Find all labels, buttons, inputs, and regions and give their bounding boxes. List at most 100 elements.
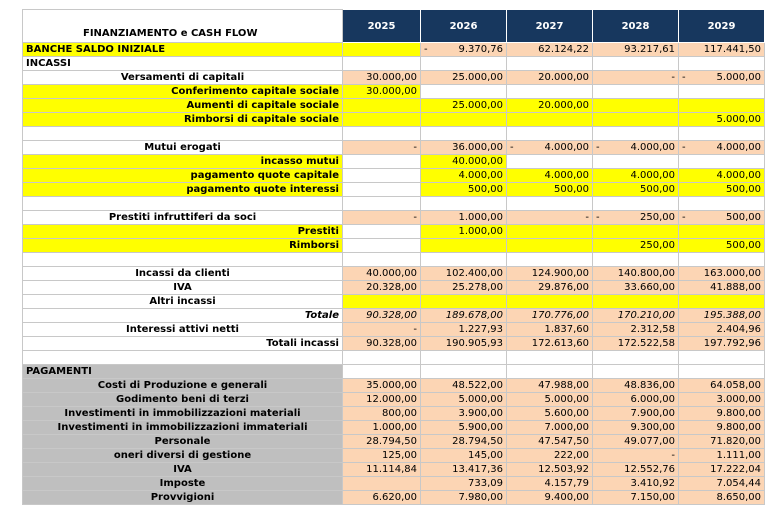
row-label-cell[interactable]: pagamento quote interessi (22, 182, 343, 197)
value-cell-2026[interactable]: 1.227,93 (420, 322, 507, 337)
row-label-cell[interactable]: Rimborsi (22, 238, 343, 253)
row-label-cell[interactable]: Rimborsi di capitale sociale (22, 112, 343, 127)
value-cell-2029[interactable] (678, 154, 765, 169)
value-cell-2026[interactable]: 48.522,00 (420, 378, 507, 393)
value-cell-2028[interactable] (592, 112, 679, 127)
row-label-cell[interactable]: PAGAMENTI (22, 364, 343, 379)
value-cell-2029[interactable]: 117.441,50 (678, 42, 765, 57)
value-cell-2026[interactable]: 189.678,00 (420, 308, 507, 323)
value-cell-2026[interactable]: 4.000,00 (420, 168, 507, 183)
value-cell-2025[interactable] (342, 238, 421, 253)
value-cell-2028[interactable]: - 4.000,00 (592, 140, 679, 155)
value-cell-2029[interactable]: 41.888,00 (678, 280, 765, 295)
value-cell-2029[interactable]: 9.800,00 (678, 406, 765, 421)
value-cell-2028[interactable]: 3.410,92 (592, 476, 679, 491)
value-cell-2028[interactable] (592, 350, 679, 365)
value-cell-2029[interactable]: 7.054,44 (678, 476, 765, 491)
value-cell-2027[interactable]: 47.988,00 (506, 378, 593, 393)
value-cell-2029[interactable] (678, 350, 765, 365)
row-label-cell[interactable]: pagamento quote capitale (22, 168, 343, 183)
value-cell-2025[interactable]: 30.000,00 (342, 84, 421, 99)
row-label-cell[interactable]: Provvigioni (22, 490, 343, 505)
value-cell-2025[interactable] (342, 98, 421, 113)
value-cell-2026[interactable]: 190.905,93 (420, 336, 507, 351)
value-cell-2027[interactable] (506, 84, 593, 99)
value-cell-2027[interactable]: 172.613,60 (506, 336, 593, 351)
value-cell-2025[interactable]: - (342, 210, 421, 225)
value-cell-2028[interactable] (592, 294, 679, 309)
value-cell-2027[interactable] (506, 252, 593, 267)
value-cell-2025[interactable] (342, 154, 421, 169)
value-cell-2027[interactable] (506, 112, 593, 127)
value-cell-2029[interactable]: 195.388,00 (678, 308, 765, 323)
value-cell-2025[interactable]: 40.000,00 (342, 266, 421, 281)
value-cell-2026[interactable]: 102.400,00 (420, 266, 507, 281)
value-cell-2027[interactable] (506, 350, 593, 365)
value-cell-2027[interactable]: 4.000,00 (506, 168, 593, 183)
value-cell-2028[interactable]: 250,00 (592, 238, 679, 253)
value-cell-2028[interactable]: 7.900,00 (592, 406, 679, 421)
value-cell-2029[interactable] (678, 126, 765, 141)
value-cell-2026[interactable] (420, 238, 507, 253)
value-cell-2029[interactable]: - 500,00 (678, 210, 765, 225)
value-cell-2027[interactable]: 20.000,00 (506, 98, 593, 113)
value-cell-2029[interactable]: - 5.000,00 (678, 70, 765, 85)
value-cell-2025[interactable] (342, 42, 421, 57)
value-cell-2027[interactable]: 20.000,00 (506, 70, 593, 85)
value-cell-2025[interactable]: 90.328,00 (342, 308, 421, 323)
value-cell-2027[interactable]: 500,00 (506, 182, 593, 197)
value-cell-2027[interactable] (506, 56, 593, 71)
value-cell-2028[interactable]: - (592, 70, 679, 85)
value-cell-2025[interactable] (342, 476, 421, 491)
row-label-cell[interactable]: Aumenti di capitale sociale (22, 98, 343, 113)
value-cell-2027[interactable]: 222,00 (506, 448, 593, 463)
value-cell-2026[interactable]: 5.000,00 (420, 392, 507, 407)
value-cell-2025[interactable]: 12.000,00 (342, 392, 421, 407)
value-cell-2028[interactable] (592, 196, 679, 211)
value-cell-2025[interactable] (342, 168, 421, 183)
value-cell-2025[interactable]: 20.328,00 (342, 280, 421, 295)
value-cell-2029[interactable] (678, 224, 765, 239)
value-cell-2028[interactable]: - 250,00 (592, 210, 679, 225)
value-cell-2029[interactable]: - 4.000,00 (678, 140, 765, 155)
row-label-cell[interactable]: Incassi da clienti (22, 266, 343, 281)
row-label-cell[interactable]: Personale (22, 434, 343, 449)
value-cell-2026[interactable] (420, 294, 507, 309)
year-header-2026[interactable]: 2026 (420, 9, 507, 43)
value-cell-2026[interactable]: 1.000,00 (420, 224, 507, 239)
value-cell-2029[interactable]: 2.404,96 (678, 322, 765, 337)
value-cell-2028[interactable]: 9.300,00 (592, 420, 679, 435)
value-cell-2026[interactable]: 145,00 (420, 448, 507, 463)
value-cell-2025[interactable]: - (342, 322, 421, 337)
value-cell-2028[interactable] (592, 364, 679, 379)
row-label-cell[interactable]: Imposte (22, 476, 343, 491)
value-cell-2025[interactable] (342, 252, 421, 267)
value-cell-2025[interactable] (342, 126, 421, 141)
value-cell-2028[interactable]: 7.150,00 (592, 490, 679, 505)
value-cell-2025[interactable]: 11.114,84 (342, 462, 421, 477)
value-cell-2029[interactable] (678, 252, 765, 267)
value-cell-2025[interactable] (342, 294, 421, 309)
value-cell-2029[interactable]: 1.111,00 (678, 448, 765, 463)
value-cell-2029[interactable]: 197.792,96 (678, 336, 765, 351)
value-cell-2026[interactable]: 3.900,00 (420, 406, 507, 421)
row-label-cell[interactable] (22, 252, 343, 267)
value-cell-2027[interactable]: 29.876,00 (506, 280, 593, 295)
value-cell-2028[interactable]: 48.836,00 (592, 378, 679, 393)
value-cell-2028[interactable]: 4.000,00 (592, 168, 679, 183)
value-cell-2026[interactable]: 25.000,00 (420, 70, 507, 85)
value-cell-2027[interactable]: 1.837,60 (506, 322, 593, 337)
value-cell-2026[interactable]: 40.000,00 (420, 154, 507, 169)
value-cell-2026[interactable] (420, 84, 507, 99)
value-cell-2026[interactable]: 733,09 (420, 476, 507, 491)
value-cell-2026[interactable]: 5.900,00 (420, 420, 507, 435)
value-cell-2025[interactable]: 6.620,00 (342, 490, 421, 505)
value-cell-2026[interactable] (420, 56, 507, 71)
value-cell-2025[interactable]: 28.794,50 (342, 434, 421, 449)
value-cell-2028[interactable] (592, 126, 679, 141)
value-cell-2029[interactable]: 64.058,00 (678, 378, 765, 393)
value-cell-2029[interactable]: 163.000,00 (678, 266, 765, 281)
row-label-cell[interactable]: IVA (22, 462, 343, 477)
row-label-cell[interactable]: Totali incassi (22, 336, 343, 351)
value-cell-2027[interactable] (506, 196, 593, 211)
